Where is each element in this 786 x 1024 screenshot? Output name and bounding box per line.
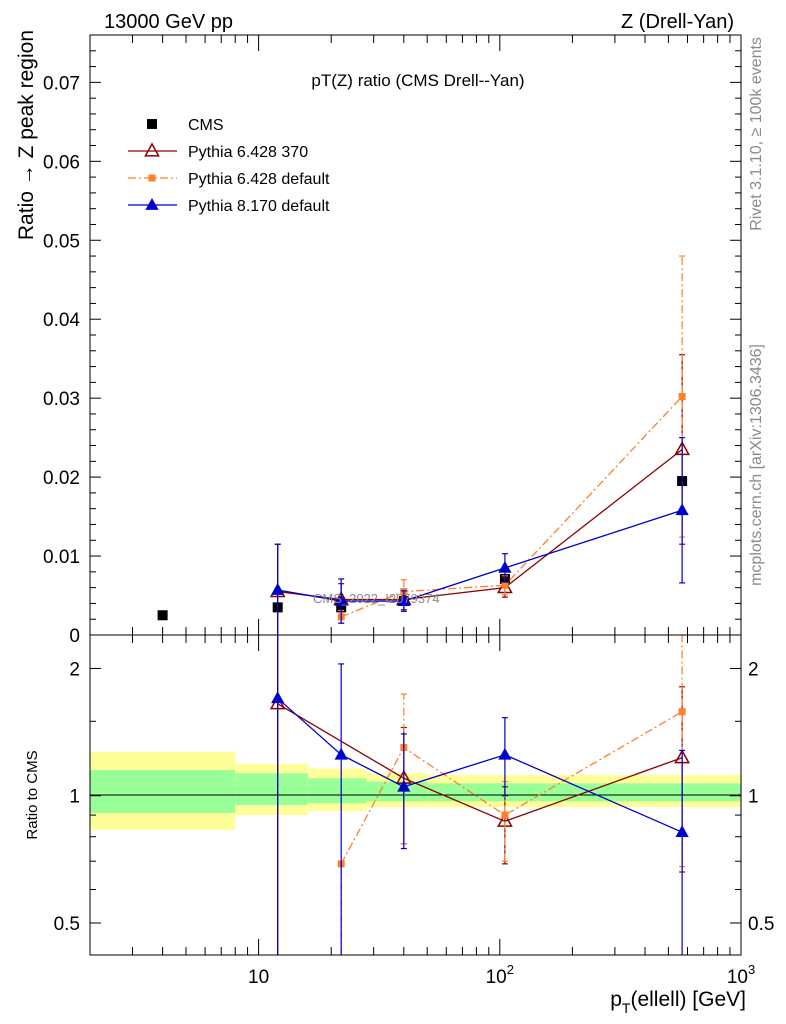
main-point-pythia-8-170-default [271,582,285,595]
legend-marker-cms [147,119,157,129]
main-line-pythia-8-170-default [277,509,683,602]
legend-label-pythia-8-170-default: Pythia 8.170 default [188,198,330,215]
ratio-y-tick-label: 2 [69,659,80,680]
x-axis-label-rest: (ellell) [GeV] [630,988,746,1011]
ratio-uncertainty-bands [90,751,741,830]
main-marks [157,255,690,635]
ratio-line-pythia-8-170-default [277,697,683,833]
main-ylabel: Ratio → Z peak region [15,30,38,240]
main-y-tick-label: 0.03 [43,389,80,410]
ratio-y-tick-label: 1 [69,787,80,808]
x-axis-label: pT(ellell) [GeV] [610,988,746,1016]
ratio-panel: Ratio to CMS 0.5 0.51 12 2 10 102 103 pT(elle… [24,634,775,1016]
legend-marker-pythia-6-428-370 [144,142,160,157]
main-y-tick-label: 0 [69,626,80,647]
x-axis-label-sub: T [622,1000,631,1016]
rivet-version-label: Rivet 3.1.10, ≥ 100k events [748,37,765,231]
x-tick-label-exponent: 3 [748,962,755,977]
ratio-frame [89,634,742,956]
ratio-band-green [427,783,550,802]
x-tick-label-base: 10 [486,967,507,988]
ratio-ylabel: Ratio to CMS [24,750,41,839]
ratio-y-tick-labels: 0.5 0.5 1 1 2 2 [54,659,775,935]
legend: CMS Pythia 6.428 370 Pythia 6.428 default P… [128,117,330,215]
ratio-band-green [307,778,367,804]
legend-marker-pythia-8-170-default [145,197,159,210]
x-tick-label: 10 [248,967,269,988]
ratio-y-tick-label: 0.5 [54,914,80,935]
legend-label-cms: CMS [188,117,224,134]
x-tick-label: 102 [486,962,514,988]
main-y-tick-label: 0.07 [43,73,80,94]
ratio-band-green [90,770,236,814]
ratio-y-tick-label-right: 2 [748,659,759,680]
ratio-point-pythia-8-170-default [498,747,512,760]
ratio-point-pythia-8-170-default [675,825,689,838]
main-line-pythia-6-428-370 [277,448,683,601]
legend-label-pythia-6-428-370: Pythia 6.428 370 [188,144,308,161]
main-y-tick-label: 0.01 [43,547,80,568]
x-tick-label-base: 10 [727,967,748,988]
ratio-line-pythia-6-428-default [340,711,683,865]
ratio-band-green [366,781,428,802]
ratio-point-pythia-8-170-default [397,779,411,792]
main-y-tick-label: 0.06 [43,152,80,173]
x-tick-label: 103 [727,962,755,988]
ratio-band-green [235,773,308,806]
main-point-pythia-6-428-default [501,581,509,589]
x-tick-labels: 10 102 103 [89,635,755,988]
ratio-y-tick-label-right: 0.5 [748,914,774,935]
mcplots-label: mcplots.cern.ch [arXiv:1306.3436] [748,344,765,586]
legend-label-pythia-6-428-default: Pythia 6.428 default [188,171,330,188]
main-y-tick-label: 0.04 [43,310,80,331]
ratio-y-tick-label-right: 1 [748,787,759,808]
x-tick-label-base: 10 [248,967,269,988]
legend-marker-pythia-6-428-default [148,174,156,182]
main-point-cms [157,610,168,621]
ratio-point-pythia-6-428-default [678,708,686,716]
main-panel: CMS_2022_I2079374 pT(Z) ratio (CMS Drell… [15,30,742,647]
main-y-tick-label: 0.05 [43,231,80,252]
ratio-point-pythia-6-428-default [501,811,509,819]
main-title: pT(Z) ratio (CMS Drell--Yan) [311,71,524,90]
main-point-pythia-8-170-default [334,594,348,606]
ratio-marks [269,635,690,955]
main-point-pythia-8-170-default [498,560,512,573]
ratio-point-pythia-8-170-default [334,747,348,760]
header-right: Z (Drell-Yan) [621,11,734,33]
analysis-watermark: CMS_2022_I2079374 [313,591,440,606]
main-y-tick-label: 0.02 [43,468,80,489]
main-point-pythia-6-428-default [678,393,686,401]
main-line-pythia-6-428-default [340,396,683,618]
header-left: 13000 GeV pp [104,11,233,33]
x-tick-label-exponent: 2 [507,962,514,977]
ratio-point-pythia-8-170-default [271,691,285,704]
main-point-pythia-8-170-default [675,503,689,516]
main-point-pythia-8-170-default [397,594,411,606]
